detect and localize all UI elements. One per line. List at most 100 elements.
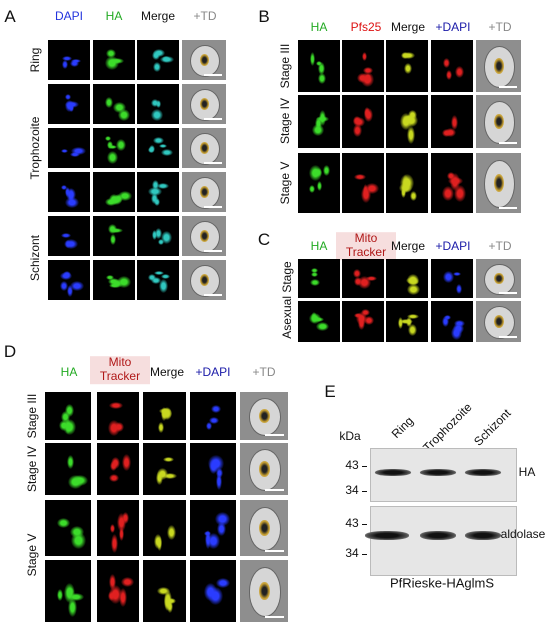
column-header: HA [310, 20, 328, 35]
micrograph [342, 259, 384, 298]
micrograph [48, 84, 90, 124]
micrograph [137, 40, 179, 80]
signal [107, 591, 116, 601]
column-header: Merge [140, 9, 176, 24]
micrograph [182, 216, 226, 256]
signal [352, 124, 362, 137]
signal [205, 422, 212, 430]
micrograph [143, 392, 186, 440]
micrograph [386, 95, 428, 148]
signal [70, 531, 86, 550]
signal [410, 190, 418, 202]
signal [152, 180, 159, 190]
signal [151, 109, 163, 121]
signal [315, 61, 322, 67]
signal [259, 461, 270, 477]
row-label: Stage IV [278, 97, 293, 145]
signal [118, 527, 124, 541]
micrograph [342, 153, 384, 213]
row-label: Stage IV [25, 445, 40, 493]
micrograph [240, 560, 288, 622]
signal [158, 422, 164, 433]
signal [355, 311, 367, 325]
signal [199, 98, 210, 110]
micrograph [93, 84, 135, 124]
column-header: Mito Tracker [336, 231, 396, 260]
signal [407, 314, 419, 320]
signal [215, 467, 224, 479]
signal [167, 524, 177, 541]
signal [441, 315, 449, 328]
signal [104, 136, 112, 141]
signal [204, 530, 211, 537]
signal [149, 144, 155, 153]
signal [109, 57, 124, 64]
micrograph [476, 301, 521, 342]
micrograph [298, 259, 340, 298]
signal [68, 593, 84, 601]
signal [403, 114, 414, 122]
signal [110, 534, 118, 554]
signal [199, 186, 210, 198]
signal [117, 513, 127, 532]
signal [67, 454, 75, 470]
scale-bar [204, 250, 222, 252]
signal [446, 171, 456, 180]
micrograph [45, 443, 91, 495]
signal [259, 581, 270, 601]
micrograph [45, 500, 91, 556]
column-header: HA [105, 9, 123, 24]
micrograph [143, 560, 186, 622]
signal [454, 66, 464, 79]
signal [105, 96, 113, 109]
caption: PfRieske-HAglmS [389, 575, 495, 591]
signal [452, 322, 464, 335]
signal [443, 314, 452, 321]
scale-bar [499, 86, 517, 88]
signal [215, 472, 223, 490]
signal [207, 533, 221, 549]
signal [56, 517, 70, 529]
signal [106, 48, 117, 58]
row-label: Trophozoite [28, 116, 43, 180]
column-header: HA [310, 239, 328, 254]
column-header: +DAPI [195, 365, 231, 380]
signal [109, 574, 116, 590]
signal [361, 309, 370, 317]
panel-label: C [257, 230, 271, 250]
signal [494, 113, 504, 130]
band [365, 531, 409, 540]
micrograph [48, 260, 90, 300]
signal [64, 238, 78, 249]
micrograph [137, 216, 179, 256]
signal [108, 473, 119, 482]
micrograph [476, 40, 521, 92]
scale-bar [499, 142, 517, 144]
signal [406, 283, 420, 295]
marker-label: 34 [345, 483, 359, 498]
scale-bar [499, 336, 517, 338]
signal [310, 278, 320, 287]
signal [63, 582, 76, 603]
micrograph [143, 443, 186, 495]
signal [155, 470, 164, 485]
signal [161, 406, 173, 420]
marker-label: 34 [345, 546, 359, 561]
signal [106, 141, 113, 149]
signal [162, 456, 174, 463]
signal [353, 268, 361, 278]
signal [110, 233, 116, 246]
column-header: +DAPI [435, 239, 471, 254]
marker-tick [362, 554, 367, 555]
micrograph [97, 560, 139, 622]
micrograph [48, 40, 90, 80]
column-header: Merge [390, 20, 426, 35]
signal [318, 72, 327, 84]
signal [70, 280, 84, 291]
micrograph [298, 301, 340, 342]
column-header: DAPI [54, 9, 84, 24]
panel-label: E [324, 382, 336, 402]
signal [313, 317, 324, 323]
signal [154, 270, 165, 276]
signal [150, 99, 159, 107]
